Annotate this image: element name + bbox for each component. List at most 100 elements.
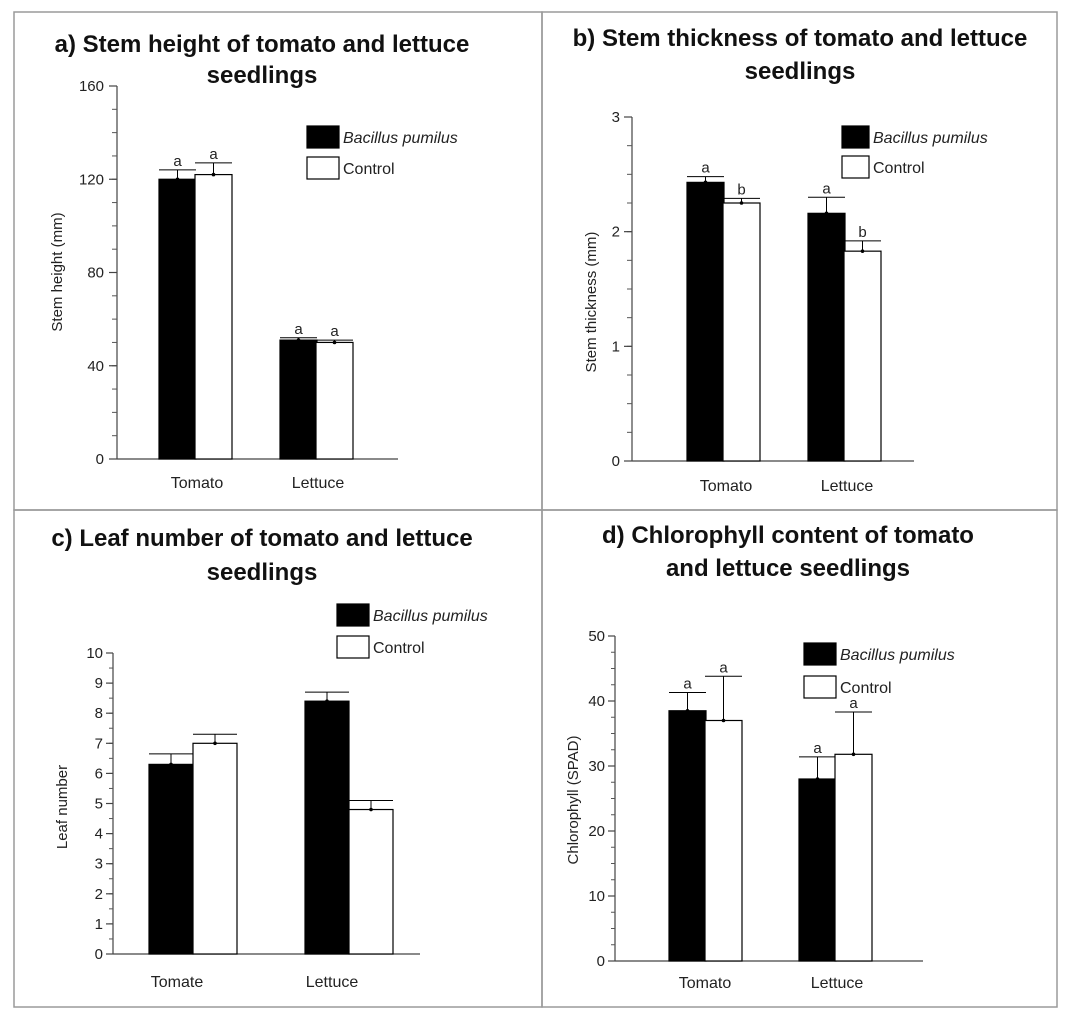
legend-swatch [336, 603, 370, 627]
x-category-label: Lettuce [821, 478, 874, 495]
significance-letter: a [294, 321, 303, 338]
error-bar-marker [860, 249, 865, 253]
error-bar-marker [175, 177, 180, 182]
error-bar-marker [703, 180, 708, 185]
error-bar-marker [851, 752, 856, 757]
chart-panel-d: d) Chlorophyll content of tomato and lett… [541, 509, 1058, 1008]
legend-swatch [803, 642, 837, 666]
legend-swatch [803, 675, 837, 699]
legend-swatch [841, 155, 870, 179]
y-tick-label: 7 [95, 735, 103, 752]
y-tick-label: 8 [95, 705, 103, 722]
bar-control-lettuce [348, 808, 394, 955]
bar-control-tomato [704, 719, 743, 962]
significance-letter: a [822, 180, 831, 197]
error-bar-marker [815, 777, 820, 781]
significance-letter: a [701, 160, 710, 177]
y-tick-label: 50 [588, 628, 605, 645]
significance-letter: a [849, 695, 858, 712]
error-bar-marker [824, 211, 829, 216]
legend-swatch [306, 125, 340, 149]
error-bar-marker [685, 708, 690, 713]
error-bar-marker [296, 338, 301, 342]
y-axis-label: Leaf number [54, 765, 71, 849]
error-bar-marker [169, 762, 173, 767]
y-tick-label: 2 [95, 886, 103, 903]
significance-letter: a [813, 740, 822, 757]
error-bar-marker [332, 340, 337, 345]
x-category-label: Tomato [700, 478, 753, 495]
panel-frame [541, 11, 1058, 511]
x-category-label: Tomato [171, 475, 224, 492]
chart-title-line: a) Stem height of tomato and lettuce [55, 31, 470, 58]
y-tick-label: 1 [95, 916, 103, 933]
error-bar-marker [739, 201, 744, 205]
significance-letter: a [173, 153, 182, 170]
y-tick-label: 1 [612, 338, 620, 355]
y-tick-label: 5 [95, 796, 103, 813]
bar-control-lettuce [843, 250, 882, 462]
x-category-label: Lettuce [292, 475, 345, 492]
legend-label: Bacillus pumilus [840, 647, 955, 664]
legend: Bacillus pumilus Control [336, 603, 488, 659]
chart-title-line: d) Chlorophyll content of tomato [602, 522, 974, 549]
legend-label: Control [840, 680, 892, 697]
chart-title-line: seedlings [207, 559, 318, 586]
significance-letter: a [683, 676, 692, 693]
bar-control-tomate [192, 742, 238, 955]
chart-panel-a: a) Stem height of tomato and lettuce seed… [13, 11, 543, 511]
y-tick-label: 6 [95, 765, 103, 782]
y-tick-label: 2 [612, 224, 620, 241]
chart-panel-c: c) Leaf number of tomato and lettuce seed… [13, 509, 543, 1008]
error-bar-marker [211, 172, 216, 177]
significance-letter: a [719, 659, 728, 676]
bar-bacillus-lettuce [279, 339, 318, 460]
legend: Bacillus pumilus Control [841, 125, 988, 179]
y-tick-label: 0 [612, 453, 620, 470]
error-bar-marker [213, 741, 217, 746]
y-tick-label: 0 [95, 946, 103, 963]
bar-bacillus-lettuce [807, 212, 846, 462]
significance-letter: a [330, 323, 339, 340]
y-tick-label: 160 [79, 78, 104, 95]
bar-bacillus-lettuce [798, 778, 837, 962]
legend-swatch [841, 125, 870, 149]
chart-title-line: seedlings [745, 58, 856, 85]
x-category-label: Lettuce [306, 974, 359, 991]
legend-label: Control [873, 160, 925, 177]
y-tick-label: 3 [95, 856, 103, 873]
bar-control-tomato [722, 202, 761, 462]
x-category-label: Tomato [679, 975, 732, 992]
y-tick-label: 4 [95, 826, 103, 843]
legend: Bacillus pumilus Control [803, 642, 955, 699]
legend-label: Bacillus pumilus [373, 608, 488, 625]
chart-title-line: seedlings [207, 62, 318, 89]
error-bar-marker [325, 699, 329, 703]
legend-label: Bacillus pumilus [343, 130, 458, 147]
x-category-label: Tomate [151, 974, 204, 991]
bar-bacillus-lettuce [304, 700, 350, 955]
y-axis-label: Stem height (mm) [49, 212, 66, 331]
legend-swatch [336, 635, 370, 659]
bar-bacillus-tomato [158, 178, 197, 460]
bar-bacillus-tomato [668, 710, 707, 962]
legend-label: Control [373, 640, 425, 657]
y-axis-label: Stem thickness (mm) [583, 232, 600, 373]
y-tick-label: 0 [597, 953, 605, 970]
y-tick-label: 80 [87, 265, 104, 282]
significance-letter: b [858, 224, 866, 241]
y-tick-label: 3 [612, 109, 620, 126]
significance-letter: a [209, 146, 218, 163]
panel-frame [541, 509, 1058, 1008]
legend-swatch [306, 156, 340, 180]
x-category-label: Lettuce [811, 975, 864, 992]
chart-title-line: c) Leaf number of tomato and lettuce [51, 525, 472, 552]
bar-control-lettuce [315, 341, 354, 460]
legend: Bacillus pumilus Control [306, 125, 458, 180]
chart-panel-b: b) Stem thickness of tomato and lettuce s… [541, 11, 1058, 511]
y-tick-label: 10 [86, 645, 103, 662]
bar-control-tomato [194, 173, 233, 460]
chart-title-line: b) Stem thickness of tomato and lettuce [573, 25, 1028, 52]
y-tick-label: 10 [588, 888, 605, 905]
